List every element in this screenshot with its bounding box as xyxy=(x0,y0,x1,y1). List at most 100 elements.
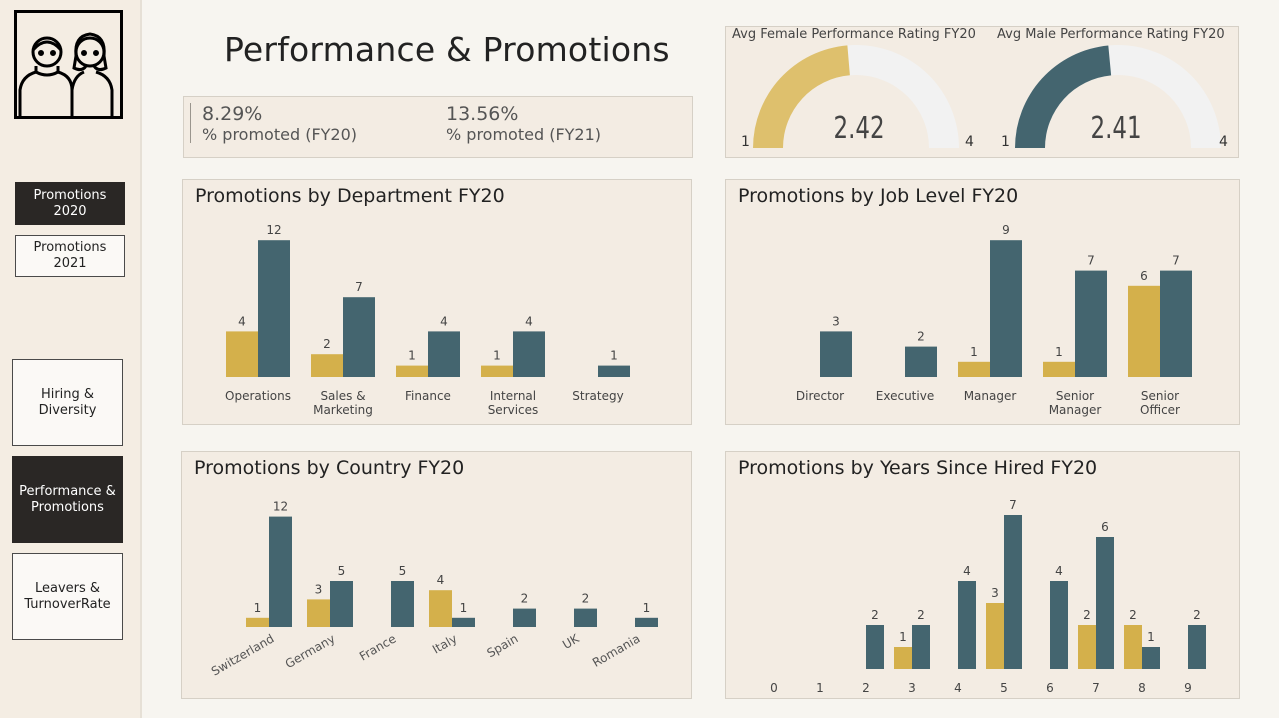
nav-promotions-2021-button[interactable]: Promotions 2021 xyxy=(15,235,125,277)
country-chart: 112Switzerland35Germany5France41Italy2Sp… xyxy=(209,500,658,679)
years-data-label-s1-9: 2 xyxy=(1193,608,1201,622)
years-tick-label-6: 6 xyxy=(1046,681,1054,695)
nav-hiring-diversity-button[interactable]: Hiring & Diversity xyxy=(12,359,123,446)
dept-bar-s0-3 xyxy=(481,365,513,377)
dept-tick-label-3: Internal Services xyxy=(488,389,539,417)
level-data-label-s0-4: 6 xyxy=(1140,269,1148,283)
years-bar-s1-8 xyxy=(1142,647,1160,669)
level-tick-label-2: Manager xyxy=(964,389,1017,403)
country-bar-s1-2 xyxy=(391,581,414,627)
years-data-label-s1-7: 6 xyxy=(1101,520,1109,534)
dept-tick-label-1: Sales & Marketing xyxy=(313,389,373,417)
level-bar-s1-0 xyxy=(820,331,852,377)
level-data-label-s1-4: 7 xyxy=(1172,254,1180,268)
country-data-label-s1-3: 1 xyxy=(460,601,468,615)
female-gauge-fill xyxy=(753,45,850,148)
country-data-label-s1-4: 2 xyxy=(521,592,529,606)
years-data-label-s0-7: 2 xyxy=(1083,608,1091,622)
dept-data-label-s1-0: 12 xyxy=(266,223,281,237)
level-data-label-s0-2: 1 xyxy=(970,345,978,359)
years-tick-label-8: 8 xyxy=(1138,681,1146,695)
people-icon xyxy=(14,10,123,119)
dept-chart: 4 12 Operations 2 7 Sales & Marketing 1 4 Finance… xyxy=(225,223,630,417)
male-gauge-min: 1 xyxy=(1001,134,1010,150)
dept-data-label-s0-3: 1 xyxy=(493,349,501,363)
nav-hiring-diversity-label: Hiring & Diversity xyxy=(38,386,97,418)
level-tick-label-0: Director xyxy=(796,389,844,403)
country-data-label-s0-1: 3 xyxy=(315,582,323,596)
level-tick-label-3: Senior Manager xyxy=(1049,389,1102,417)
level-chart: 3 Director 2 Executive 1 9 Manager 1 7 Senior Mana… xyxy=(796,223,1192,417)
country-bar-s1-3 xyxy=(452,617,475,627)
level-tick-label-1: Executive xyxy=(876,389,934,403)
level-bar-s1-1 xyxy=(905,346,937,377)
country-tick-label-0: Switzerland xyxy=(209,631,277,678)
kpi-fy20-value: 8.29% xyxy=(202,103,263,125)
dept-bar-s0-1 xyxy=(311,354,343,377)
dept-bar-s1-3 xyxy=(513,331,545,377)
level-bar-s0-4 xyxy=(1128,285,1160,377)
dept-data-label-s0-0: 4 xyxy=(238,314,246,328)
level-data-label-s1-1: 2 xyxy=(917,330,925,344)
dept-bar-s0-2 xyxy=(396,365,428,377)
country-bar-s1-0 xyxy=(269,516,292,627)
years-data-label-s0-5: 3 xyxy=(991,586,999,600)
country-tick-label-1: Germany xyxy=(283,631,338,671)
years-data-label-s0-3: 1 xyxy=(899,630,907,644)
level-bar-s1-2 xyxy=(990,240,1022,377)
years-chart-title: Promotions by Years Since Hired FY20 xyxy=(738,457,1098,479)
country-bar-s1-5 xyxy=(574,608,597,627)
female-gauge-min: 1 xyxy=(741,134,750,150)
country-bar-s1-4 xyxy=(513,608,536,627)
years-bar-s0-5 xyxy=(986,603,1004,669)
nav-leavers-turnover-label: Leavers & TurnoverRate xyxy=(24,580,111,612)
years-data-label-s1-5: 7 xyxy=(1009,498,1017,512)
female-gauge-max: 4 xyxy=(965,134,974,150)
years-bar-s0-8 xyxy=(1124,625,1142,669)
kpi-fy20: 8.29% % promoted (FY20) xyxy=(202,103,357,145)
years-tick-label-2: 2 xyxy=(862,681,870,695)
level-data-label-s1-2: 9 xyxy=(1002,223,1010,237)
country-tick-label-2: France xyxy=(357,631,399,663)
gauge-svg xyxy=(753,45,1221,148)
country-tick-label-6: Romania xyxy=(590,631,642,669)
nav-promotions-2020-button[interactable]: Promotions 2020 xyxy=(15,182,125,225)
dept-bar-s1-1 xyxy=(343,297,375,377)
country-data-label-s1-6: 1 xyxy=(643,601,651,615)
kpi-fy21: 13.56% % promoted (FY21) xyxy=(446,103,601,145)
dept-bar-s0-0 xyxy=(226,331,258,377)
years-tick-label-5: 5 xyxy=(1000,681,1008,695)
dept-tick-label-0: Operations xyxy=(225,389,291,403)
country-data-label-s1-2: 5 xyxy=(399,564,407,578)
nav-leavers-turnover-button[interactable]: Leavers & TurnoverRate xyxy=(12,553,123,640)
country-tick-label-5: UK xyxy=(560,631,582,652)
years-bar-s0-3 xyxy=(894,647,912,669)
years-bar-s1-7 xyxy=(1096,537,1114,669)
country-tick-label-4: Spain xyxy=(484,631,520,660)
country-bar-s0-3 xyxy=(429,590,452,627)
dept-data-label-s0-1: 2 xyxy=(323,337,331,351)
country-data-label-s1-0: 12 xyxy=(273,500,288,514)
nav-performance-promotions-button[interactable]: Performance & Promotions xyxy=(12,456,123,543)
kpi-fy20-label: % promoted (FY20) xyxy=(202,125,358,144)
dept-bar-s1-0 xyxy=(258,240,290,377)
sidebar: Promotions 2020 Promotions 2021 Hiring &… xyxy=(0,0,142,718)
page-title: Performance & Promotions xyxy=(224,30,670,69)
dept-tick-label-4: Strategy xyxy=(572,389,623,403)
dept-bar-s1-4 xyxy=(598,365,630,377)
kpi-card: 8.29% % promoted (FY20) 13.56% % promote… xyxy=(183,96,693,158)
level-bar-s0-3 xyxy=(1043,361,1075,377)
years-bar-s1-3 xyxy=(912,625,930,669)
years-tick-label-4: 4 xyxy=(954,681,962,695)
years-tick-label-7: 7 xyxy=(1092,681,1100,695)
years-data-label-s1-6: 4 xyxy=(1055,564,1063,578)
years-tick-label-1: 1 xyxy=(816,681,824,695)
gauge-panel: Avg Female Performance Rating FY20 Avg M… xyxy=(725,26,1239,158)
country-chart-panel: Promotions by Country FY20 1 12 Switzerlan… xyxy=(181,451,692,699)
male-gauge-value: 2.41 xyxy=(1090,111,1142,146)
female-gauge-title: Avg Female Performance Rating FY20 xyxy=(732,27,976,42)
nav-promotions-2020-label: Promotions 2020 xyxy=(33,187,107,219)
level-data-label-s1-0: 3 xyxy=(832,314,840,328)
country-bar-s1-6 xyxy=(635,617,658,627)
